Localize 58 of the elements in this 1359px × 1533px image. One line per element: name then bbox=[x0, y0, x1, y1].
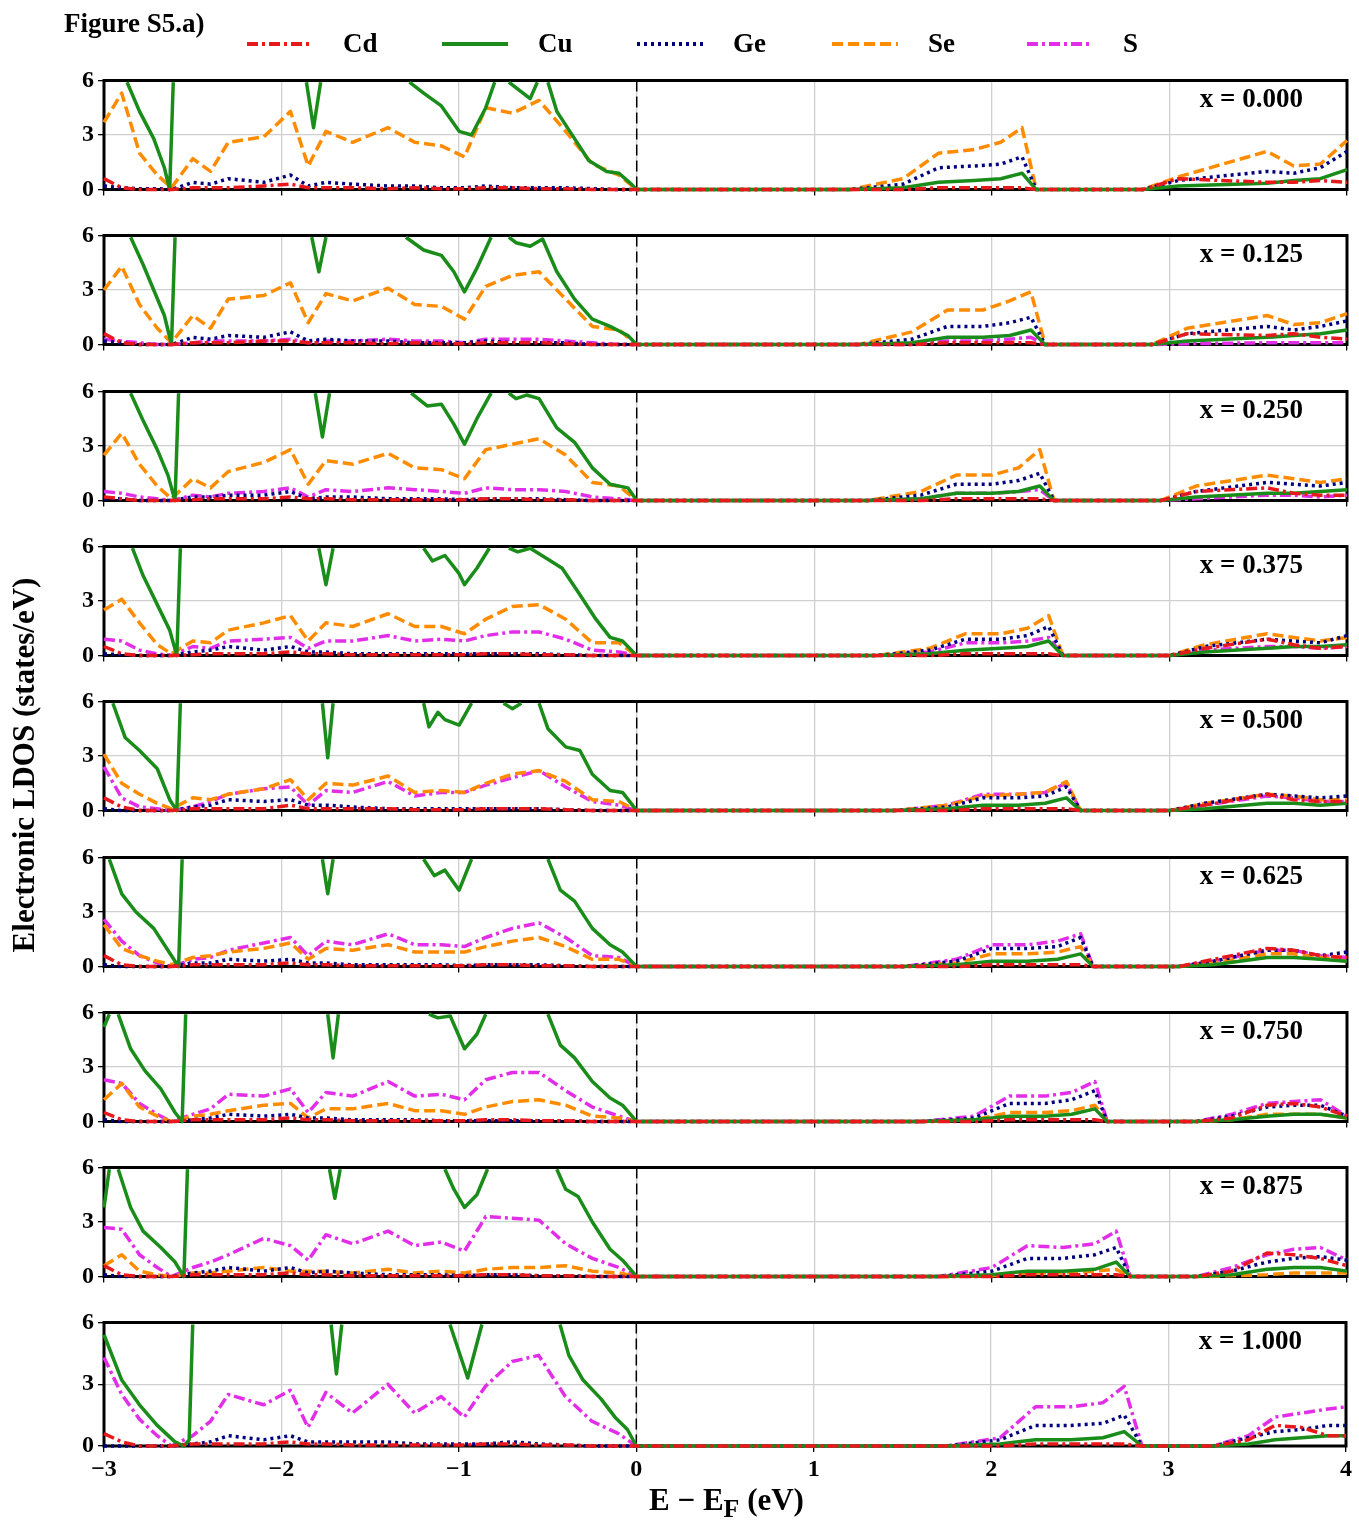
y-tick-label: 6 bbox=[82, 65, 94, 92]
line-series bbox=[102, 946, 1349, 968]
y-tick-label: 3 bbox=[82, 1369, 94, 1396]
x-tick-label: 3 bbox=[1162, 1454, 1175, 1481]
annotation: x = 0.750 bbox=[1199, 1014, 1303, 1045]
y-tick-label: 3 bbox=[82, 1052, 94, 1078]
y-axis-title: Electronic LDOS (states/eV) bbox=[6, 577, 42, 953]
y-tick-label: 3 bbox=[82, 741, 94, 768]
line-series bbox=[102, 792, 1349, 813]
y-tick-label: 0 bbox=[82, 1106, 94, 1133]
legend-label: Se bbox=[928, 28, 955, 59]
y-tick-label: 0 bbox=[82, 1261, 94, 1288]
x-tick-label: −1 bbox=[446, 1454, 472, 1481]
annotation: x = 0.875 bbox=[1199, 1169, 1303, 1200]
legend-label: Cd bbox=[343, 28, 378, 59]
line-series bbox=[102, 1424, 1348, 1449]
annotation: x = 0.500 bbox=[1199, 704, 1303, 735]
x-tick-label: −2 bbox=[268, 1454, 295, 1481]
y-tick-label: 0 bbox=[82, 330, 94, 357]
y-tick-label: 0 bbox=[82, 640, 94, 667]
y-tick-label: 3 bbox=[82, 120, 94, 147]
y-tick-label: 0 bbox=[82, 795, 94, 822]
y-tick-label: 0 bbox=[82, 174, 94, 201]
y-tick-label: 3 bbox=[82, 1207, 94, 1234]
legend-label: Cu bbox=[538, 28, 573, 59]
line-series bbox=[102, 1101, 1349, 1124]
y-tick-label: 6 bbox=[82, 997, 94, 1024]
y-tick-label: 6 bbox=[82, 376, 94, 403]
y-tick-label: 0 bbox=[82, 951, 94, 978]
y-tick-label: 6 bbox=[82, 1307, 94, 1334]
line-series bbox=[102, 176, 1349, 192]
annotation: x = 1.000 bbox=[1198, 1325, 1302, 1356]
chart-title: Figure S5.a) bbox=[64, 8, 205, 39]
legend-label: Ge bbox=[733, 28, 766, 59]
annotation: x = 0.125 bbox=[1199, 238, 1303, 269]
y-tick-label: 3 bbox=[82, 430, 94, 457]
annotation: x = 0.000 bbox=[1199, 82, 1303, 113]
y-tick-label: 0 bbox=[82, 1431, 94, 1458]
y-tick-label: 3 bbox=[82, 586, 94, 613]
y-tick-label: 6 bbox=[82, 842, 94, 869]
x-tick-label: 2 bbox=[985, 1454, 998, 1481]
y-tick-label: 6 bbox=[82, 531, 94, 558]
x-tick-label: 4 bbox=[1340, 1454, 1352, 1481]
y-tick-label: 6 bbox=[82, 220, 94, 247]
x-tick-label: 0 bbox=[630, 1454, 643, 1481]
annotation: x = 0.375 bbox=[1199, 548, 1303, 579]
x-tick-label: −3 bbox=[91, 1454, 117, 1481]
x-axis-title: E − E$_{F}$ (eV) bbox=[648, 1482, 805, 1525]
annotation: x = 0.250 bbox=[1199, 393, 1303, 424]
y-tick-label: 0 bbox=[82, 485, 94, 512]
y-tick-label: 3 bbox=[82, 896, 94, 923]
line-series bbox=[102, 485, 1349, 502]
y-tick-label: 6 bbox=[82, 686, 94, 713]
y-tick-label: 6 bbox=[82, 1152, 94, 1179]
legend-label: S bbox=[1123, 28, 1139, 59]
x-tick-label: 1 bbox=[807, 1454, 820, 1481]
annotation: x = 0.625 bbox=[1199, 859, 1303, 890]
y-tick-label: 3 bbox=[82, 275, 94, 302]
